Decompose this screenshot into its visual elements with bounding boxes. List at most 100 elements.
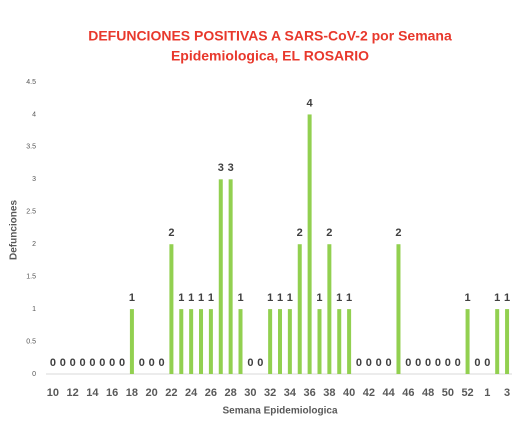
- y-tick-label: 4.5: [26, 79, 36, 86]
- data-label: 2: [297, 227, 303, 239]
- bar: [396, 244, 401, 374]
- y-tick-label: 1: [32, 306, 36, 313]
- data-label: 1: [178, 292, 184, 304]
- bar: [307, 114, 312, 374]
- x-tick-label: 42: [363, 387, 375, 399]
- bar: [297, 244, 302, 374]
- bar: [347, 309, 352, 374]
- bar: [337, 309, 342, 374]
- x-tick-label: 44: [382, 387, 395, 399]
- bar: [327, 244, 332, 374]
- x-tick-label: 22: [165, 387, 177, 399]
- data-label: 0: [70, 357, 76, 369]
- data-label: 0: [366, 357, 372, 369]
- x-tick-label: 52: [461, 387, 473, 399]
- y-tick-label: 2: [32, 241, 36, 248]
- data-label: 1: [267, 292, 273, 304]
- y-axis-title: Defunciones: [9, 200, 20, 260]
- data-label: 1: [208, 292, 214, 304]
- data-label: 1: [346, 292, 352, 304]
- bar: [238, 309, 243, 374]
- data-label: 1: [198, 292, 204, 304]
- bar: [169, 244, 174, 374]
- data-label: 0: [79, 357, 85, 369]
- x-tick-label: 32: [264, 387, 276, 399]
- data-label: 1: [316, 292, 322, 304]
- bar: [208, 309, 213, 374]
- data-label: 0: [99, 357, 105, 369]
- data-label: 3: [218, 162, 224, 174]
- x-tick-label: 50: [442, 387, 454, 399]
- data-label: 1: [465, 292, 471, 304]
- data-label: 0: [109, 357, 115, 369]
- bar: [495, 309, 500, 374]
- bar: [189, 309, 194, 374]
- data-label: 2: [168, 227, 174, 239]
- data-label: 0: [455, 357, 461, 369]
- data-label: 0: [435, 357, 441, 369]
- data-label: 0: [445, 357, 451, 369]
- y-tick-label: 3.5: [26, 144, 36, 151]
- bar: [287, 309, 292, 374]
- x-tick-label: 30: [244, 387, 256, 399]
- data-label: 1: [504, 292, 510, 304]
- data-label: 1: [129, 292, 135, 304]
- x-tick-label: 36: [303, 387, 315, 399]
- data-label: 0: [484, 357, 490, 369]
- y-tick-label: 3: [32, 176, 36, 183]
- data-label: 0: [139, 357, 145, 369]
- chart-title: DEFUNCIONES POSITIVAS A SARS-CoV-2 por S…: [88, 28, 452, 44]
- data-label: 0: [415, 357, 421, 369]
- x-tick-label: 48: [422, 387, 434, 399]
- data-label: 0: [356, 357, 362, 369]
- y-tick-label: 0: [32, 371, 36, 378]
- data-label: 1: [237, 292, 243, 304]
- data-label: 1: [287, 292, 293, 304]
- x-tick-label: 26: [205, 387, 217, 399]
- data-label: 0: [376, 357, 382, 369]
- data-label: 1: [277, 292, 283, 304]
- y-tick-label: 2.5: [26, 209, 36, 216]
- data-label: 0: [386, 357, 392, 369]
- x-axis-title: Semana Epidemiologica: [222, 406, 337, 417]
- x-tick-label: 1: [484, 387, 490, 399]
- data-label: 2: [326, 227, 332, 239]
- x-tick-label: 38: [323, 387, 335, 399]
- y-tick-label: 1.5: [26, 274, 36, 281]
- data-label: 0: [247, 357, 253, 369]
- data-label: 4: [307, 97, 314, 109]
- y-tick-label: 4: [32, 111, 36, 118]
- x-tick-label: 20: [146, 387, 158, 399]
- x-tick-label: 18: [126, 387, 138, 399]
- data-label: 2: [395, 227, 401, 239]
- data-label: 0: [50, 357, 56, 369]
- data-label: 0: [405, 357, 411, 369]
- bar: [228, 179, 233, 374]
- bar: [465, 309, 470, 374]
- data-label: 0: [158, 357, 164, 369]
- bar: [268, 309, 273, 374]
- x-tick-label: 34: [284, 387, 297, 399]
- x-tick-label: 40: [343, 387, 355, 399]
- x-tick-label: 28: [225, 387, 237, 399]
- x-tick-label: 24: [185, 387, 198, 399]
- data-label: 0: [60, 357, 66, 369]
- data-label: 0: [149, 357, 155, 369]
- bar: [199, 309, 204, 374]
- data-label: 0: [425, 357, 431, 369]
- bar: [278, 309, 282, 374]
- x-tick-label: 16: [106, 387, 118, 399]
- data-label: 0: [89, 357, 95, 369]
- bar: [129, 309, 134, 374]
- bar: [179, 309, 184, 374]
- y-tick-label: 0.5: [26, 338, 36, 345]
- data-label: 1: [494, 292, 500, 304]
- bar: [317, 309, 322, 374]
- bar: [505, 309, 510, 374]
- x-tick-label: 10: [47, 387, 59, 399]
- data-label: 0: [257, 357, 263, 369]
- data-label: 0: [119, 357, 125, 369]
- x-tick-label: 3: [504, 387, 510, 399]
- x-tick-label: 14: [86, 387, 99, 399]
